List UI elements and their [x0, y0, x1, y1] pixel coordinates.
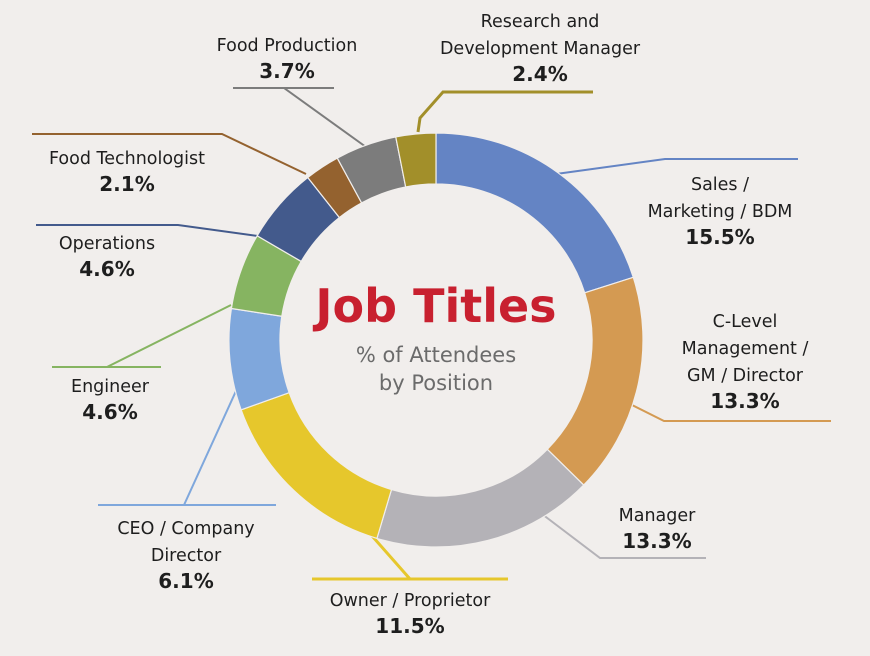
slice-label-9-line-1: Development Manager [440, 39, 641, 59]
slice-value-4: 6.1% [158, 569, 213, 593]
donut-slice-3 [240, 391, 393, 540]
slice-value-9: 2.4% [512, 62, 567, 86]
leader-line-6 [36, 224, 259, 237]
donut-slices [228, 132, 644, 548]
slice-label-1-line-2: GM / Director [687, 366, 804, 386]
slice-labels: Sales / Marketing / BDM 15.5% C-Level Manage… [49, 12, 808, 638]
slice-label-4-line-1: Director [151, 546, 222, 566]
slice-label-4-line-0: CEO / Company [117, 519, 254, 539]
slice-label-9-line-0: Research and [481, 12, 600, 32]
leader-lines [32, 87, 831, 581]
leader-line-2 [537, 510, 706, 559]
slice-label-6-line-0: Operations [59, 234, 155, 254]
chart-subtitle-line-1: % of Attendees [356, 343, 516, 367]
slice-value-2: 13.3% [622, 529, 691, 553]
chart-title: Job Titles [312, 279, 556, 333]
leader-line-1 [629, 403, 831, 422]
donut-slice-2 [376, 448, 585, 548]
leader-line-7 [32, 133, 307, 175]
donut-slice-9 [395, 132, 437, 188]
slice-label-3-line-0: Owner / Proprietor [330, 591, 491, 611]
leader-line-9 [416, 90, 593, 133]
leader-line-4 [98, 379, 276, 506]
slice-label-7-line-0: Food Technologist [49, 149, 205, 169]
leader-line-0 [555, 158, 798, 175]
chart-subtitle-line-2: by Position [379, 371, 493, 395]
slice-value-5: 4.6% [82, 400, 137, 424]
slice-label-0-line-0: Sales / [691, 175, 749, 195]
leader-line-3 [312, 519, 508, 581]
leader-line-5 [52, 304, 232, 368]
slice-label-5-line-0: Engineer [71, 377, 150, 397]
slice-value-0: 15.5% [685, 225, 754, 249]
donut-slice-1 [546, 276, 644, 486]
slice-value-6: 4.6% [79, 257, 134, 281]
donut-slice-4 [228, 307, 290, 411]
slice-value-8: 3.7% [259, 59, 314, 83]
slice-label-1-line-1: Management / [682, 339, 809, 359]
slice-value-7: 2.1% [99, 172, 154, 196]
leader-line-8 [233, 87, 367, 148]
slice-label-1-line-0: C-Level [713, 312, 778, 332]
slice-label-0-line-1: Marketing / BDM [648, 202, 793, 222]
slice-label-8-line-0: Food Production [217, 36, 358, 56]
slice-value-3: 11.5% [375, 614, 444, 638]
slice-value-1: 13.3% [710, 389, 779, 413]
slice-label-2-line-0: Manager [619, 506, 697, 526]
donut-slice-0 [435, 132, 635, 294]
